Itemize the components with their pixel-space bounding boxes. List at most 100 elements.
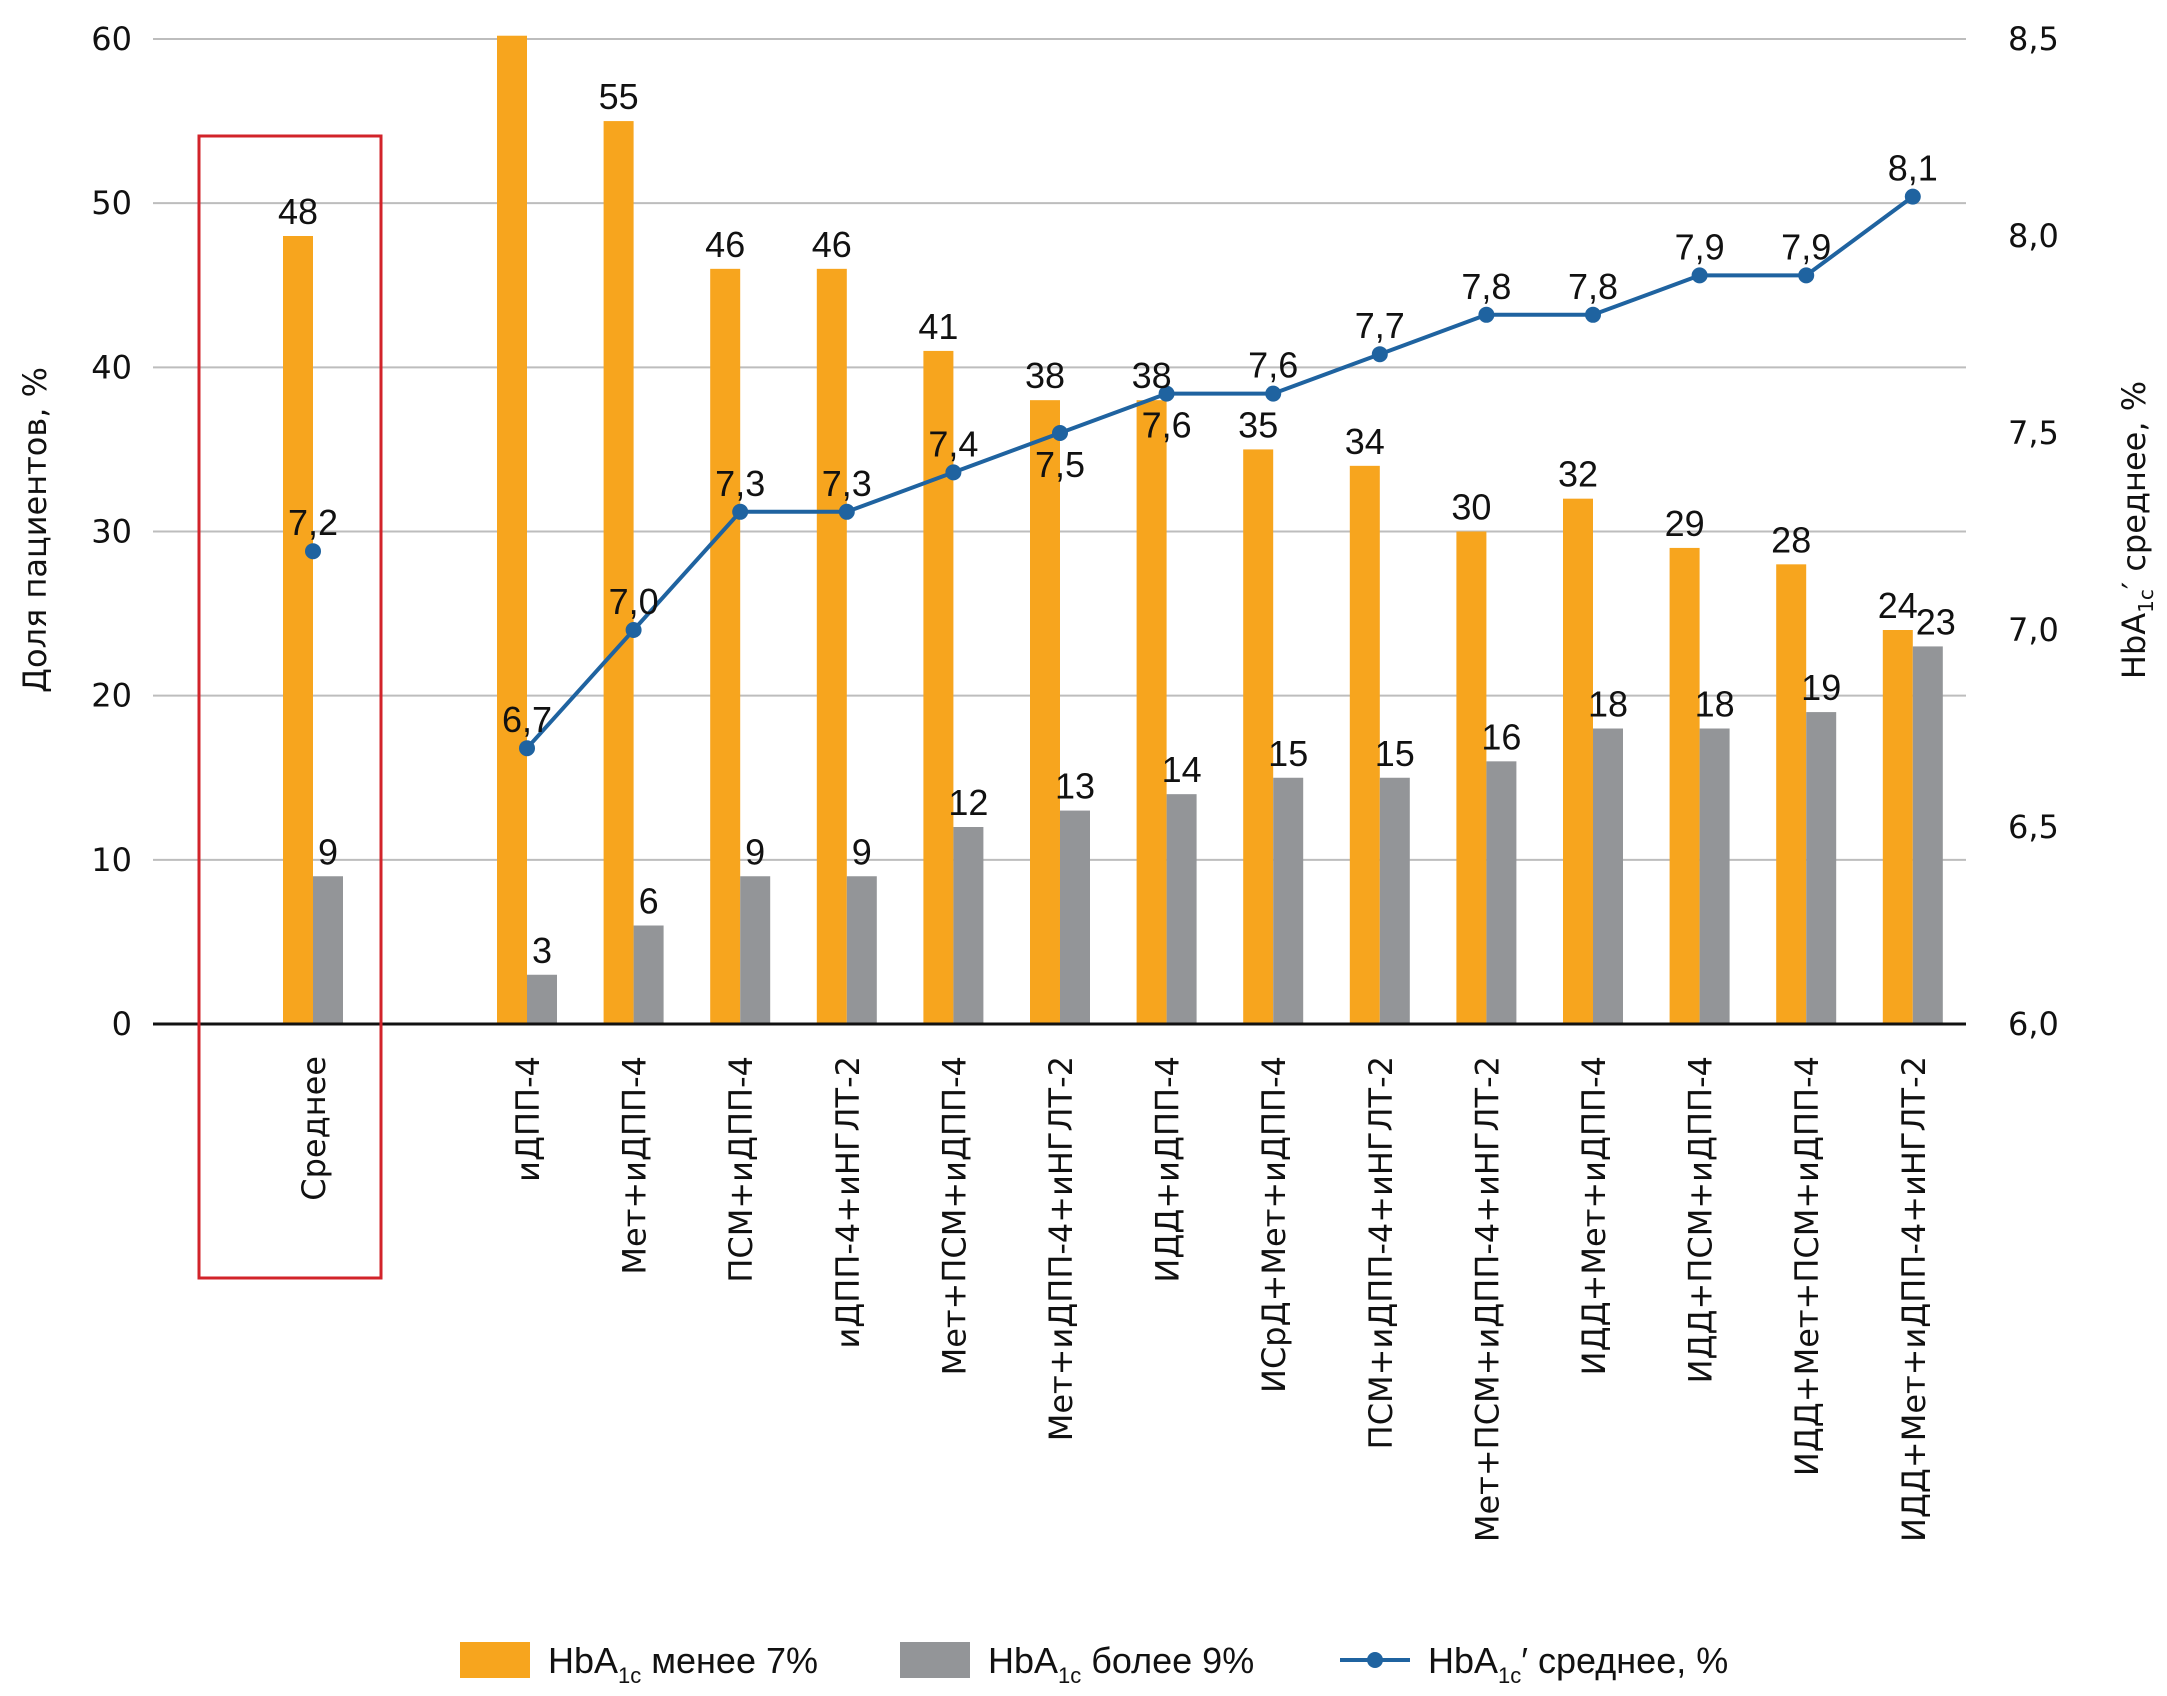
data-label-below-7: 24 (1878, 585, 1918, 626)
data-label-above-9: 16 (1481, 716, 1521, 757)
data-label-above-9: 9 (318, 831, 338, 872)
legend-item: HbA1c более 9% (900, 1640, 1254, 1688)
bar-hba1c-below-7 (816, 268, 847, 1024)
y2-tick-label: 6,0 (2008, 1005, 2059, 1043)
bar-hba1c-below-7 (603, 121, 634, 1025)
category-label: Мет+ПСМ+иДПП-4 (935, 1056, 973, 1375)
legend-label: HbA1c′ среднее, % (1428, 1640, 1728, 1688)
data-label-below-7: 55 (599, 76, 639, 117)
y-axis-right-title-rest: ′ среднее, % (2115, 381, 2153, 589)
legend-label-sub: 1c (1058, 1663, 1081, 1688)
y-tick-label: 40 (91, 348, 132, 386)
data-label-mean: 8,1 (1888, 148, 1938, 189)
category-labels: Среднее иДПП-4 Мет+иДПП-4 ПСМ+иДПП-4 иДПП-4+… (295, 1056, 1933, 1542)
legend: HbA1c менее 7% HbA1c более 9% HbA1c′ средн… (460, 1640, 1728, 1688)
data-label-below-7: 28 (1771, 519, 1811, 560)
legend-item: HbA1c′ среднее, % (1340, 1640, 1728, 1688)
y-tick-label: 20 (91, 677, 132, 715)
bar-hba1c-below-7 (1669, 547, 1700, 1024)
bar-hba1c-above-9 (953, 827, 984, 1024)
category-label: иДПП-4 (509, 1056, 547, 1182)
line-point (519, 740, 535, 757)
line-point (732, 503, 749, 520)
data-label-above-9: 9 (745, 831, 765, 872)
bar-hba1c-above-9 (1593, 728, 1623, 1024)
line-point (1371, 346, 1388, 363)
bar-hba1c-above-9 (633, 925, 664, 1024)
y-axis-left-title: Доля пациентов, % (16, 367, 54, 693)
line-point (305, 543, 321, 560)
bar-hba1c-below-7 (1456, 531, 1487, 1024)
data-label-above-9: 18 (1588, 684, 1628, 725)
y-axis-left-ticks: 0 10 20 30 40 50 60 (91, 20, 132, 1043)
y2-tick-label: 8,5 (2008, 20, 2059, 58)
bar-hba1c-above-9 (527, 974, 557, 1024)
legend-label-rest: менее 7% (641, 1640, 818, 1681)
line-point (1478, 306, 1495, 323)
data-label-mean: 7,9 (1675, 226, 1725, 267)
bar-hba1c-above-9 (1379, 777, 1410, 1024)
y2-tick-label: 7,5 (2008, 414, 2059, 452)
legend-label-sub: 1c (618, 1663, 641, 1688)
data-label-mean: 7,3 (822, 463, 872, 504)
data-label-below-7: 30 (1451, 487, 1491, 528)
legend-label-rest: более 9% (1081, 1640, 1254, 1681)
bar-hba1c-below-7 (710, 268, 741, 1024)
category-label: ИДД+Мет+иДПП-4 (1575, 1056, 1613, 1375)
legend-label-main: HbA (1428, 1640, 1498, 1681)
data-label-below-7: 29 (1665, 503, 1705, 544)
bar-hba1c-above-9 (1912, 646, 1943, 1024)
line-point (1585, 306, 1601, 323)
mean-hba1c-line (305, 188, 1921, 757)
category-label: ИДД+иДПП-4 (1149, 1056, 1187, 1283)
bar-hba1c-above-9 (740, 876, 771, 1024)
y-axis-right-title-main: HbA (2115, 613, 2153, 679)
y-tick-label: 30 (91, 513, 132, 551)
data-label-mean: 7,8 (1461, 266, 1511, 307)
bar-hba1c-below-7 (923, 350, 954, 1025)
legend-label-main: HbA (548, 1640, 618, 1681)
bar-hba1c-below-7 (283, 236, 313, 1024)
data-label-above-9: 19 (1801, 667, 1841, 708)
y-axis-right-title-sub: 1c (2134, 589, 2158, 613)
data-label-above-9: 15 (1268, 733, 1308, 774)
y2-tick-label: 8,0 (2008, 217, 2059, 255)
data-label-below-7: 34 (1345, 421, 1385, 462)
bar-hba1c-above-9 (1806, 712, 1837, 1024)
bar-hba1c-below-7 (497, 35, 527, 1024)
category-label: иДПП-4+иНГЛТ-2 (829, 1056, 867, 1349)
data-label-below-7: 38 (1132, 355, 1172, 396)
category-label: Мет+иДПП-4+иНГЛТ-2 (1042, 1056, 1080, 1441)
data-label-below-7: 46 (812, 224, 852, 265)
bar-hba1c-below-7 (1243, 449, 1274, 1025)
data-label-above-9: 15 (1375, 733, 1415, 774)
line-point (625, 622, 642, 638)
data-label-below-7: 46 (705, 224, 745, 265)
data-label-mean: 7,8 (1568, 266, 1618, 307)
legend-label: HbA1c более 9% (988, 1640, 1254, 1688)
legend-label-rest: ′ среднее, % (1521, 1640, 1728, 1681)
category-label: Мет+иДПП-4 (616, 1056, 654, 1275)
data-label-mean: 7,6 (1248, 345, 1298, 386)
data-label-above-9: 13 (1055, 766, 1095, 807)
data-label-mean: 6,7 (502, 699, 552, 740)
bar-hba1c-below-7 (1882, 630, 1913, 1024)
legend-label-sub: 1c (1498, 1663, 1521, 1688)
line-point (1904, 188, 1921, 205)
y-axis-right-ticks: 6,0 6,5 7,0 7,5 8,0 8,5 (2008, 20, 2059, 1043)
category-label: ПСМ+иДПП-4 (722, 1056, 760, 1283)
legend-marker (1367, 1652, 1383, 1668)
bar-hba1c-below-7 (1136, 400, 1167, 1025)
line-point (1052, 425, 1068, 441)
category-label: ИДД+Мет+ПСМ+иДПП-4 (1788, 1056, 1826, 1476)
data-label-mean: 7,6 (1142, 405, 1192, 446)
y2-tick-label: 7,0 (2008, 611, 2059, 649)
bar-hba1c-below-7 (1563, 498, 1593, 1025)
y-tick-label: 60 (91, 20, 132, 58)
legend-label: HbA1c менее 7% (548, 1640, 818, 1688)
line-point (1158, 385, 1175, 402)
data-label-above-9: 14 (1162, 749, 1202, 790)
y-tick-label: 0 (112, 1005, 132, 1043)
bar-hba1c-above-9 (313, 876, 343, 1024)
